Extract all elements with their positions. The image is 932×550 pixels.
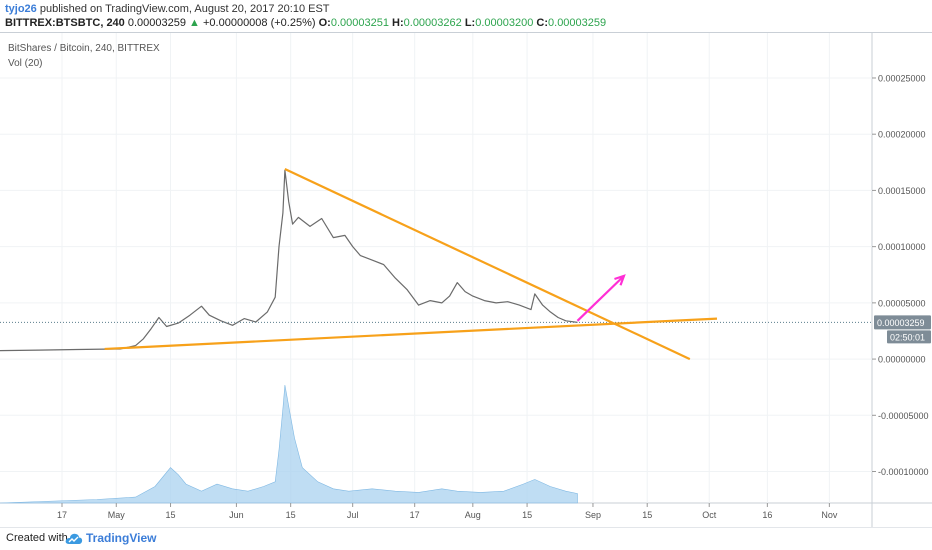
x-tick-label: 15 bbox=[286, 510, 296, 520]
chart-title: BitShares / Bitcoin, 240, BITTREX bbox=[8, 43, 160, 54]
time-axis: 17 May 15 Jun 15 Jul 17 Aug 15 Sep 15 Oct 16 Nov bbox=[57, 503, 838, 520]
current-price: 0.00003259 bbox=[127, 17, 186, 29]
countdown-label: 02:50:01 bbox=[890, 332, 925, 342]
volume-histogram bbox=[0, 384, 578, 504]
countdown-badge bbox=[887, 330, 931, 344]
close-value: 0.00003259 bbox=[548, 17, 607, 29]
y-tick-label: 0.00015000 bbox=[878, 186, 926, 196]
tradingview-cloud-icon bbox=[65, 533, 83, 544]
price-series bbox=[0, 169, 872, 352]
x-tick-label: 15 bbox=[522, 510, 532, 520]
x-tick-label: Oct bbox=[702, 510, 717, 520]
x-tick-label: 17 bbox=[57, 510, 67, 520]
ohlc-line: BITTREX:BTSBTC, 240 0.00003259 ▲ +0.0000… bbox=[5, 17, 606, 29]
chart-area[interactable]: 0.00025000 0.00020000 0.00015000 0.00010000… bbox=[0, 32, 932, 528]
y-tick-label: -0.00010000 bbox=[878, 467, 929, 477]
x-tick-label: 16 bbox=[762, 510, 772, 520]
publish-info: tyjo26 published on TradingView.com, Aug… bbox=[5, 3, 330, 15]
y-tick-label: 0.00000000 bbox=[878, 355, 926, 365]
close-label: C: bbox=[536, 17, 549, 29]
upper-trendline bbox=[284, 168, 691, 361]
symbol-label: BITTREX:BTSBTC, 240 bbox=[5, 17, 125, 29]
open-label: O: bbox=[318, 17, 331, 29]
drawing-layer bbox=[104, 168, 718, 361]
author-link[interactable]: tyjo26 bbox=[5, 3, 37, 15]
up-arrow-icon: ▲ bbox=[189, 17, 200, 29]
chart-header: tyjo26 published on TradingView.com, Aug… bbox=[0, 0, 932, 32]
x-tick-label: Jul bbox=[347, 510, 359, 520]
volume-area bbox=[0, 384, 578, 504]
price-line bbox=[0, 169, 578, 352]
high-label: H: bbox=[392, 17, 404, 29]
x-tick-label: 15 bbox=[642, 510, 652, 520]
y-tick-label: 0.00025000 bbox=[878, 73, 926, 83]
x-tick-label: May bbox=[108, 510, 126, 520]
price-chart[interactable]: 0.00025000 0.00020000 0.00015000 0.00010000… bbox=[0, 33, 932, 528]
x-tick-label: Nov bbox=[821, 510, 838, 520]
low-value: 0.00003200 bbox=[475, 17, 534, 29]
low-label: L: bbox=[464, 17, 476, 29]
y-tick-label: 0.00010000 bbox=[878, 242, 926, 252]
price-change: +0.00000008 (+0.25%) bbox=[203, 17, 316, 29]
x-tick-label: 15 bbox=[166, 510, 176, 520]
price-axis: 0.00025000 0.00020000 0.00015000 0.00010000… bbox=[872, 73, 931, 477]
projection-arrow bbox=[576, 275, 625, 322]
x-tick-label: Jun bbox=[229, 510, 244, 520]
lower-trendline bbox=[104, 317, 718, 351]
x-tick-label: Sep bbox=[585, 510, 601, 520]
grid bbox=[0, 33, 932, 528]
y-tick-label: 0.00005000 bbox=[878, 298, 926, 308]
open-value: 0.00003251 bbox=[330, 17, 389, 29]
high-value: 0.00003262 bbox=[403, 17, 462, 29]
projection-arrow-head bbox=[614, 274, 626, 286]
footer: Created with TradingView bbox=[0, 527, 932, 550]
x-tick-label: Aug bbox=[465, 510, 481, 520]
volume-indicator-label: Vol (20) bbox=[8, 58, 42, 69]
created-with-label: Created with bbox=[6, 532, 68, 544]
y-tick-label: -0.00005000 bbox=[878, 411, 929, 421]
y-tick-label: 0.00020000 bbox=[878, 130, 926, 140]
x-tick-label: 17 bbox=[410, 510, 420, 520]
tradingview-brand-link[interactable]: TradingView bbox=[86, 531, 157, 545]
publish-text: published on TradingView.com, August 20,… bbox=[39, 3, 330, 15]
last-price-label: 0.00003259 bbox=[877, 318, 925, 328]
last-price-badge bbox=[874, 315, 931, 330]
